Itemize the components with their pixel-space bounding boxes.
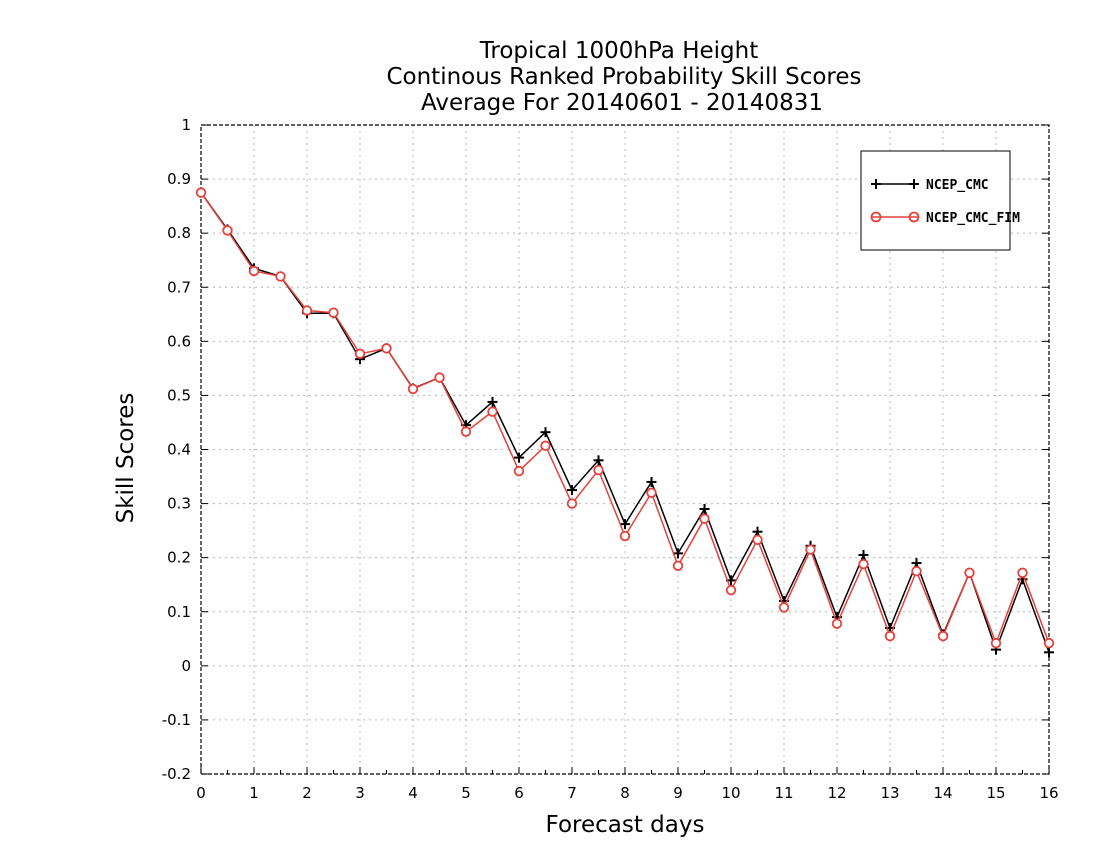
y-tick-label-5: 0.3 [167, 495, 191, 513]
y-tick-label-2: 0 [181, 657, 191, 675]
series-1-point-12 [513, 465, 525, 477]
x-tick-label-13: 13 [880, 784, 899, 802]
series-1-point-17 [646, 487, 657, 498]
series-1-point-23 [805, 544, 816, 555]
series-1 [195, 187, 1055, 649]
series-1-point-10 [460, 426, 472, 437]
series-1-point-28 [937, 630, 949, 642]
series-1-point-16 [619, 530, 631, 542]
series-1-point-30 [990, 637, 1002, 649]
chart-title-line-2: Continous Ranked Probability Skill Score… [386, 64, 861, 90]
x-axis-label: Forecast days [546, 812, 705, 838]
series-1-point-19 [699, 513, 710, 524]
y-tick-label-3: 0.1 [167, 603, 191, 621]
chart-title-line-1: Tropical 1000hPa Height [479, 38, 759, 64]
series-0-point-14 [567, 485, 577, 496]
x-tick-label-12: 12 [827, 784, 846, 802]
series-0-point-16 [620, 519, 630, 530]
y-tick-label-9: 0.7 [167, 278, 191, 296]
x-tick-label-10: 10 [721, 784, 740, 802]
y-tick-label-12: 1 [181, 116, 191, 134]
series-0-point-25 [858, 549, 869, 560]
series-1-point-26 [884, 630, 896, 642]
legend-label-ncep-cmc-fim: NCEP_CMC_FIM [926, 211, 1020, 226]
series-1-point-18 [672, 560, 684, 571]
x-tick-label-8: 8 [620, 784, 630, 802]
y-tick-label-6: 0.4 [167, 441, 191, 459]
series-0-point-17 [646, 476, 657, 487]
series-1-point-13 [540, 440, 551, 451]
y-tick-label-1: -0.1 [162, 711, 191, 729]
x-tick-label-6: 6 [514, 784, 524, 802]
x-axis-ticks: 0 1 2 3 4 5 6 7 8 9 10 11 12 13 14 15 16 [196, 767, 1059, 802]
series-1-point-4 [301, 305, 313, 316]
series-1-point-6 [354, 348, 366, 359]
series-1-point-0 [195, 187, 207, 198]
y-tick-label-8: 0.6 [167, 332, 191, 350]
y-tick-label-7: 0.5 [167, 386, 191, 404]
y-axis-ticks: -0.2 -0.1 0 0.1 0.2 0.3 0.4 0.5 0.6 0.7 0.8 0.9 1 [162, 116, 1049, 783]
legend-marker-ncep-cmc-fim-1 [870, 211, 882, 223]
series-1-point-29 [964, 567, 975, 579]
series-1-point-24 [831, 618, 843, 629]
series-0-point-13 [540, 427, 551, 438]
series-0-point-15 [593, 455, 604, 466]
series-1-point-22 [778, 602, 790, 613]
legend-label-ncep-cmc: NCEP_CMC [926, 178, 989, 193]
x-tick-label-7: 7 [567, 784, 577, 802]
legend-box [860, 150, 1011, 251]
series-1-point-15 [593, 464, 604, 476]
series-1-point-8 [407, 383, 419, 395]
series-1-point-1 [222, 225, 233, 236]
series-1-point-14 [566, 498, 578, 509]
series-layer [195, 187, 1055, 658]
series-0-point-11 [487, 396, 498, 407]
x-tick-label-2: 2 [302, 784, 312, 802]
x-tick-label-3: 3 [355, 784, 365, 802]
y-tick-label-10: 0.8 [167, 224, 191, 242]
chart-title-line-3: Average For 20140601 - 20140831 [421, 90, 823, 116]
x-tick-label-1: 1 [249, 784, 259, 802]
x-tick-label-5: 5 [461, 784, 471, 802]
series-1-point-5 [328, 307, 339, 318]
series-1-point-25 [858, 558, 869, 570]
x-tick-label-0: 0 [196, 784, 206, 802]
series-1-point-7 [381, 343, 392, 354]
legend: NCEP_CMC NCEP_CMC_FIM [860, 150, 1020, 251]
series-1-point-31 [1017, 567, 1028, 579]
grid-lines [201, 125, 1049, 774]
series-1-point-27 [911, 565, 922, 577]
series-1-point-2 [248, 265, 260, 277]
series-0-point-12 [514, 452, 524, 463]
x-tick-label-9: 9 [673, 784, 683, 802]
series-0-point-32 [1044, 647, 1054, 658]
y-tick-label-4: 0.2 [167, 549, 191, 567]
y-tick-label-0: -0.2 [162, 765, 191, 783]
series-1-point-3 [275, 271, 286, 282]
x-tick-label-14: 14 [933, 784, 952, 802]
series-0-point-18 [673, 548, 683, 559]
legend-marker-ncep-cmc-fim-2 [908, 211, 920, 223]
series-1-point-20 [725, 584, 737, 596]
series-1-point-11 [487, 406, 498, 417]
y-axis-label: Skill Scores [113, 393, 139, 524]
x-tick-label-4: 4 [408, 784, 418, 802]
x-tick-label-11: 11 [774, 784, 793, 802]
series-1-point-9 [434, 372, 445, 383]
x-tick-label-15: 15 [986, 784, 1005, 802]
legend-marker-ncep-cmc [871, 179, 919, 189]
series-0-point-19 [699, 503, 710, 514]
x-tick-label-16: 16 [1039, 784, 1058, 802]
series-1-point-32 [1043, 637, 1055, 649]
series-1-point-21 [752, 534, 763, 546]
y-tick-label-11: 0.9 [167, 170, 191, 188]
